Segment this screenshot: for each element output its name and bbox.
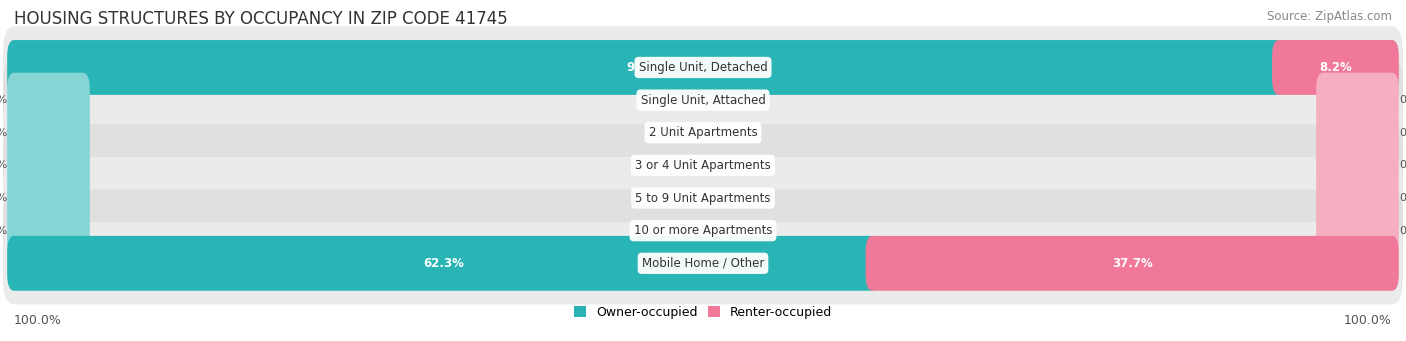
FancyBboxPatch shape (3, 26, 1403, 108)
Text: 0.0%: 0.0% (0, 128, 7, 138)
Text: 10 or more Apartments: 10 or more Apartments (634, 224, 772, 237)
FancyBboxPatch shape (866, 236, 1399, 291)
FancyBboxPatch shape (7, 40, 1286, 95)
Text: 0.0%: 0.0% (1399, 160, 1406, 170)
Text: Mobile Home / Other: Mobile Home / Other (641, 257, 765, 270)
FancyBboxPatch shape (1316, 203, 1399, 258)
FancyBboxPatch shape (1316, 170, 1399, 225)
FancyBboxPatch shape (1272, 40, 1399, 95)
Text: 100.0%: 100.0% (1344, 314, 1392, 327)
Text: 0.0%: 0.0% (0, 226, 7, 236)
FancyBboxPatch shape (7, 203, 90, 258)
FancyBboxPatch shape (3, 92, 1403, 174)
FancyBboxPatch shape (3, 222, 1403, 305)
Text: 0.0%: 0.0% (0, 193, 7, 203)
Text: 2 Unit Apartments: 2 Unit Apartments (648, 126, 758, 139)
Text: HOUSING STRUCTURES BY OCCUPANCY IN ZIP CODE 41745: HOUSING STRUCTURES BY OCCUPANCY IN ZIP C… (14, 10, 508, 28)
Text: 100.0%: 100.0% (14, 314, 62, 327)
Text: 0.0%: 0.0% (0, 160, 7, 170)
Text: Source: ZipAtlas.com: Source: ZipAtlas.com (1267, 10, 1392, 23)
FancyBboxPatch shape (1316, 73, 1399, 128)
Text: 62.3%: 62.3% (423, 257, 464, 270)
FancyBboxPatch shape (7, 73, 90, 128)
Text: 5 to 9 Unit Apartments: 5 to 9 Unit Apartments (636, 192, 770, 205)
FancyBboxPatch shape (3, 157, 1403, 239)
FancyBboxPatch shape (1316, 138, 1399, 193)
Text: 0.0%: 0.0% (1399, 128, 1406, 138)
FancyBboxPatch shape (7, 105, 90, 160)
Text: 0.0%: 0.0% (0, 95, 7, 105)
Text: 0.0%: 0.0% (1399, 226, 1406, 236)
FancyBboxPatch shape (3, 190, 1403, 272)
Text: 91.8%: 91.8% (626, 61, 666, 74)
FancyBboxPatch shape (7, 170, 90, 225)
FancyBboxPatch shape (7, 138, 90, 193)
Text: Single Unit, Detached: Single Unit, Detached (638, 61, 768, 74)
Text: 0.0%: 0.0% (1399, 193, 1406, 203)
Text: 0.0%: 0.0% (1399, 95, 1406, 105)
Text: 8.2%: 8.2% (1319, 61, 1351, 74)
Text: Single Unit, Attached: Single Unit, Attached (641, 94, 765, 107)
FancyBboxPatch shape (3, 59, 1403, 141)
FancyBboxPatch shape (7, 236, 879, 291)
Legend: Owner-occupied, Renter-occupied: Owner-occupied, Renter-occupied (568, 301, 838, 324)
Text: 37.7%: 37.7% (1112, 257, 1153, 270)
FancyBboxPatch shape (1316, 105, 1399, 160)
FancyBboxPatch shape (3, 124, 1403, 207)
Text: 3 or 4 Unit Apartments: 3 or 4 Unit Apartments (636, 159, 770, 172)
